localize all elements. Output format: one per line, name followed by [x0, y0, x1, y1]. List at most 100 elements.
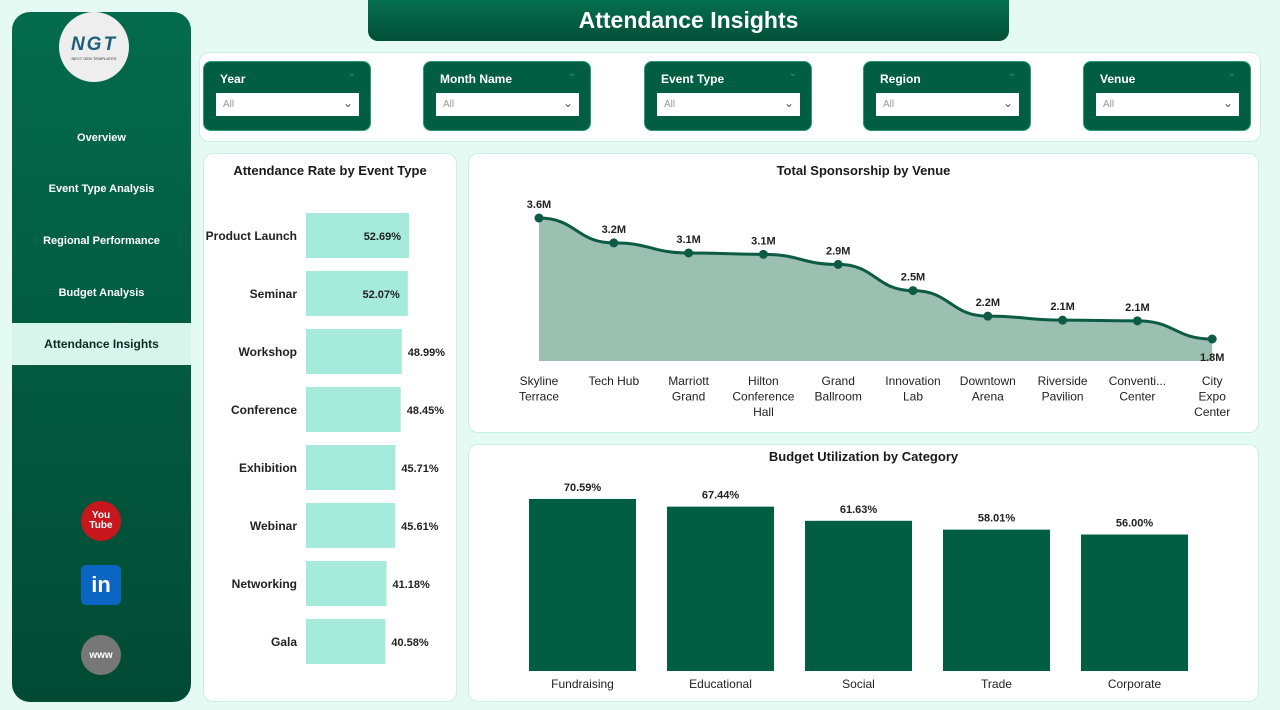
sidebar-item-overview[interactable]: Overview: [77, 132, 126, 144]
category-label: Product Launch: [206, 229, 297, 243]
bar[interactable]: [1081, 534, 1188, 671]
budget-card: Budget Utilization by Category 70.59% Fun…: [468, 444, 1259, 702]
filter-year[interactable]: Year ⌄ All ⌄: [203, 61, 371, 131]
sidebar-item-regional-performance[interactable]: Regional Performance: [43, 235, 160, 247]
sidebar-item-event-type-analysis[interactable]: Event Type Analysis: [48, 183, 155, 195]
bar[interactable]: [306, 213, 410, 258]
chevron-down-icon[interactable]: ⌄: [347, 68, 356, 79]
data-label: 2.1M: [1125, 302, 1149, 314]
attendance-rate-chart: Product Launch 52.69% Seminar 52.07% Worksho…: [206, 213, 445, 664]
sidebar-item-attendance-insights[interactable]: Attendance Insights: [12, 323, 191, 365]
filter-venue[interactable]: Venue ⌄ All ⌄: [1083, 61, 1251, 131]
data-point[interactable]: [833, 259, 843, 269]
logo-text: NGT: [70, 33, 118, 55]
data-label: 41.18%: [393, 579, 431, 591]
data-point[interactable]: [758, 249, 768, 259]
filter-label: Venue: [1100, 72, 1136, 86]
chevron-down-icon: ⌄: [562, 96, 573, 110]
bar[interactable]: [306, 445, 396, 490]
bar[interactable]: [306, 387, 401, 432]
data-label: 3.1M: [676, 234, 700, 246]
category-label: Innovation Lab: [885, 374, 940, 404]
chevron-down-icon[interactable]: ⌄: [1007, 68, 1016, 79]
bar[interactable]: [306, 503, 396, 548]
filter-month-name[interactable]: Month Name ⌄ All ⌄: [423, 61, 591, 131]
bar[interactable]: [306, 329, 402, 374]
data-point[interactable]: [1132, 316, 1142, 326]
filter-dropdown[interactable]: All ⌄: [1096, 93, 1239, 116]
category-label: Hilton Conference Hall: [732, 374, 794, 419]
filter-dropdown[interactable]: All ⌄: [216, 93, 359, 116]
filter-value: All: [883, 99, 895, 110]
data-point[interactable]: [983, 311, 993, 321]
logo: NGT NEXT GEN TEMPLATES: [59, 12, 129, 82]
category-label: Educational: [689, 677, 752, 691]
category-label: Marriott Grand: [668, 374, 709, 404]
filter-value: All: [664, 99, 676, 110]
category-label: Conference: [231, 403, 297, 417]
chevron-down-icon: ⌄: [783, 96, 794, 110]
data-label: 52.07%: [362, 289, 400, 301]
sidebar: NGT NEXT GEN TEMPLATES Overview Event Typ…: [12, 12, 191, 702]
filter-label: Year: [220, 72, 246, 86]
bar[interactable]: [529, 498, 636, 671]
chevron-down-icon[interactable]: ⌄: [788, 68, 797, 79]
chevron-down-icon: ⌄: [1002, 96, 1013, 110]
data-label: 2.2M: [976, 297, 1000, 309]
filter-region[interactable]: Region ⌄ All ⌄: [863, 61, 1031, 131]
data-point[interactable]: [1058, 315, 1068, 325]
chart-title: Attendance Rate by Event Type: [233, 163, 427, 178]
category-label: Skyline Terrace: [519, 374, 559, 404]
data-label: 56.00%: [1116, 518, 1154, 530]
category-label: Trade: [981, 677, 1012, 691]
category-label: Grand Ballroom: [815, 374, 862, 404]
bar[interactable]: [306, 271, 408, 316]
bar[interactable]: [306, 619, 386, 664]
category-label: Networking: [232, 577, 297, 591]
data-label: 2.9M: [826, 245, 850, 257]
data-point[interactable]: [908, 286, 918, 296]
linkedin-icon[interactable]: in: [81, 565, 121, 605]
data-point[interactable]: [534, 213, 544, 223]
bar[interactable]: [943, 529, 1050, 671]
data-label: 40.58%: [391, 637, 429, 649]
data-label: 3.1M: [751, 235, 775, 247]
data-point[interactable]: [609, 238, 619, 248]
filter-dropdown[interactable]: All ⌄: [876, 93, 1019, 116]
data-label: 70.59%: [564, 482, 602, 494]
chevron-down-icon[interactable]: ⌄: [1227, 68, 1236, 79]
filter-value: All: [223, 99, 235, 110]
category-label: Conventi... Center: [1109, 374, 1166, 404]
series-line: [538, 216, 1213, 341]
data-label: 45.71%: [401, 463, 439, 475]
filter-label: Event Type: [661, 72, 725, 86]
data-point[interactable]: [1207, 334, 1217, 344]
youtube-icon[interactable]: You Tube: [81, 501, 121, 541]
data-point[interactable]: [684, 248, 694, 258]
data-label: 52.69%: [364, 231, 402, 243]
data-label: 2.1M: [1050, 301, 1074, 313]
globe-icon[interactable]: www: [81, 635, 121, 675]
data-label: 61.63%: [840, 504, 878, 516]
data-label: 3.6M: [527, 199, 551, 211]
category-label: Workshop: [239, 345, 297, 359]
chevron-down-icon: ⌄: [1222, 96, 1233, 110]
bar[interactable]: [805, 520, 912, 671]
data-label: 3.2M: [602, 224, 626, 236]
chevron-down-icon[interactable]: ⌄: [567, 68, 576, 79]
category-label: Exhibition: [239, 461, 297, 475]
category-label: Webinar: [250, 519, 297, 533]
filter-event-type[interactable]: Event Type ⌄ All ⌄: [644, 61, 812, 131]
chart-title: Total Sponsorship by Venue: [776, 163, 951, 178]
filter-dropdown[interactable]: All ⌄: [657, 93, 800, 116]
bar[interactable]: [667, 506, 774, 671]
budget-chart: 70.59% Fundraising 67.44% Educational 61.63%…: [529, 482, 1188, 691]
data-label: 2.5M: [901, 272, 925, 284]
sidebar-item-budget-analysis[interactable]: Budget Analysis: [58, 287, 145, 299]
data-label: 1.8M: [1200, 352, 1224, 364]
bar[interactable]: [306, 561, 387, 606]
filter-bar: Year ⌄ All ⌄ Month Name ⌄ All ⌄ Event Type ⌄ All ⌄ R…: [199, 52, 1261, 142]
filter-dropdown[interactable]: All ⌄: [436, 93, 579, 116]
category-label: Riverside Pavilion: [1038, 374, 1088, 404]
category-label: City Expo Center: [1194, 374, 1230, 419]
